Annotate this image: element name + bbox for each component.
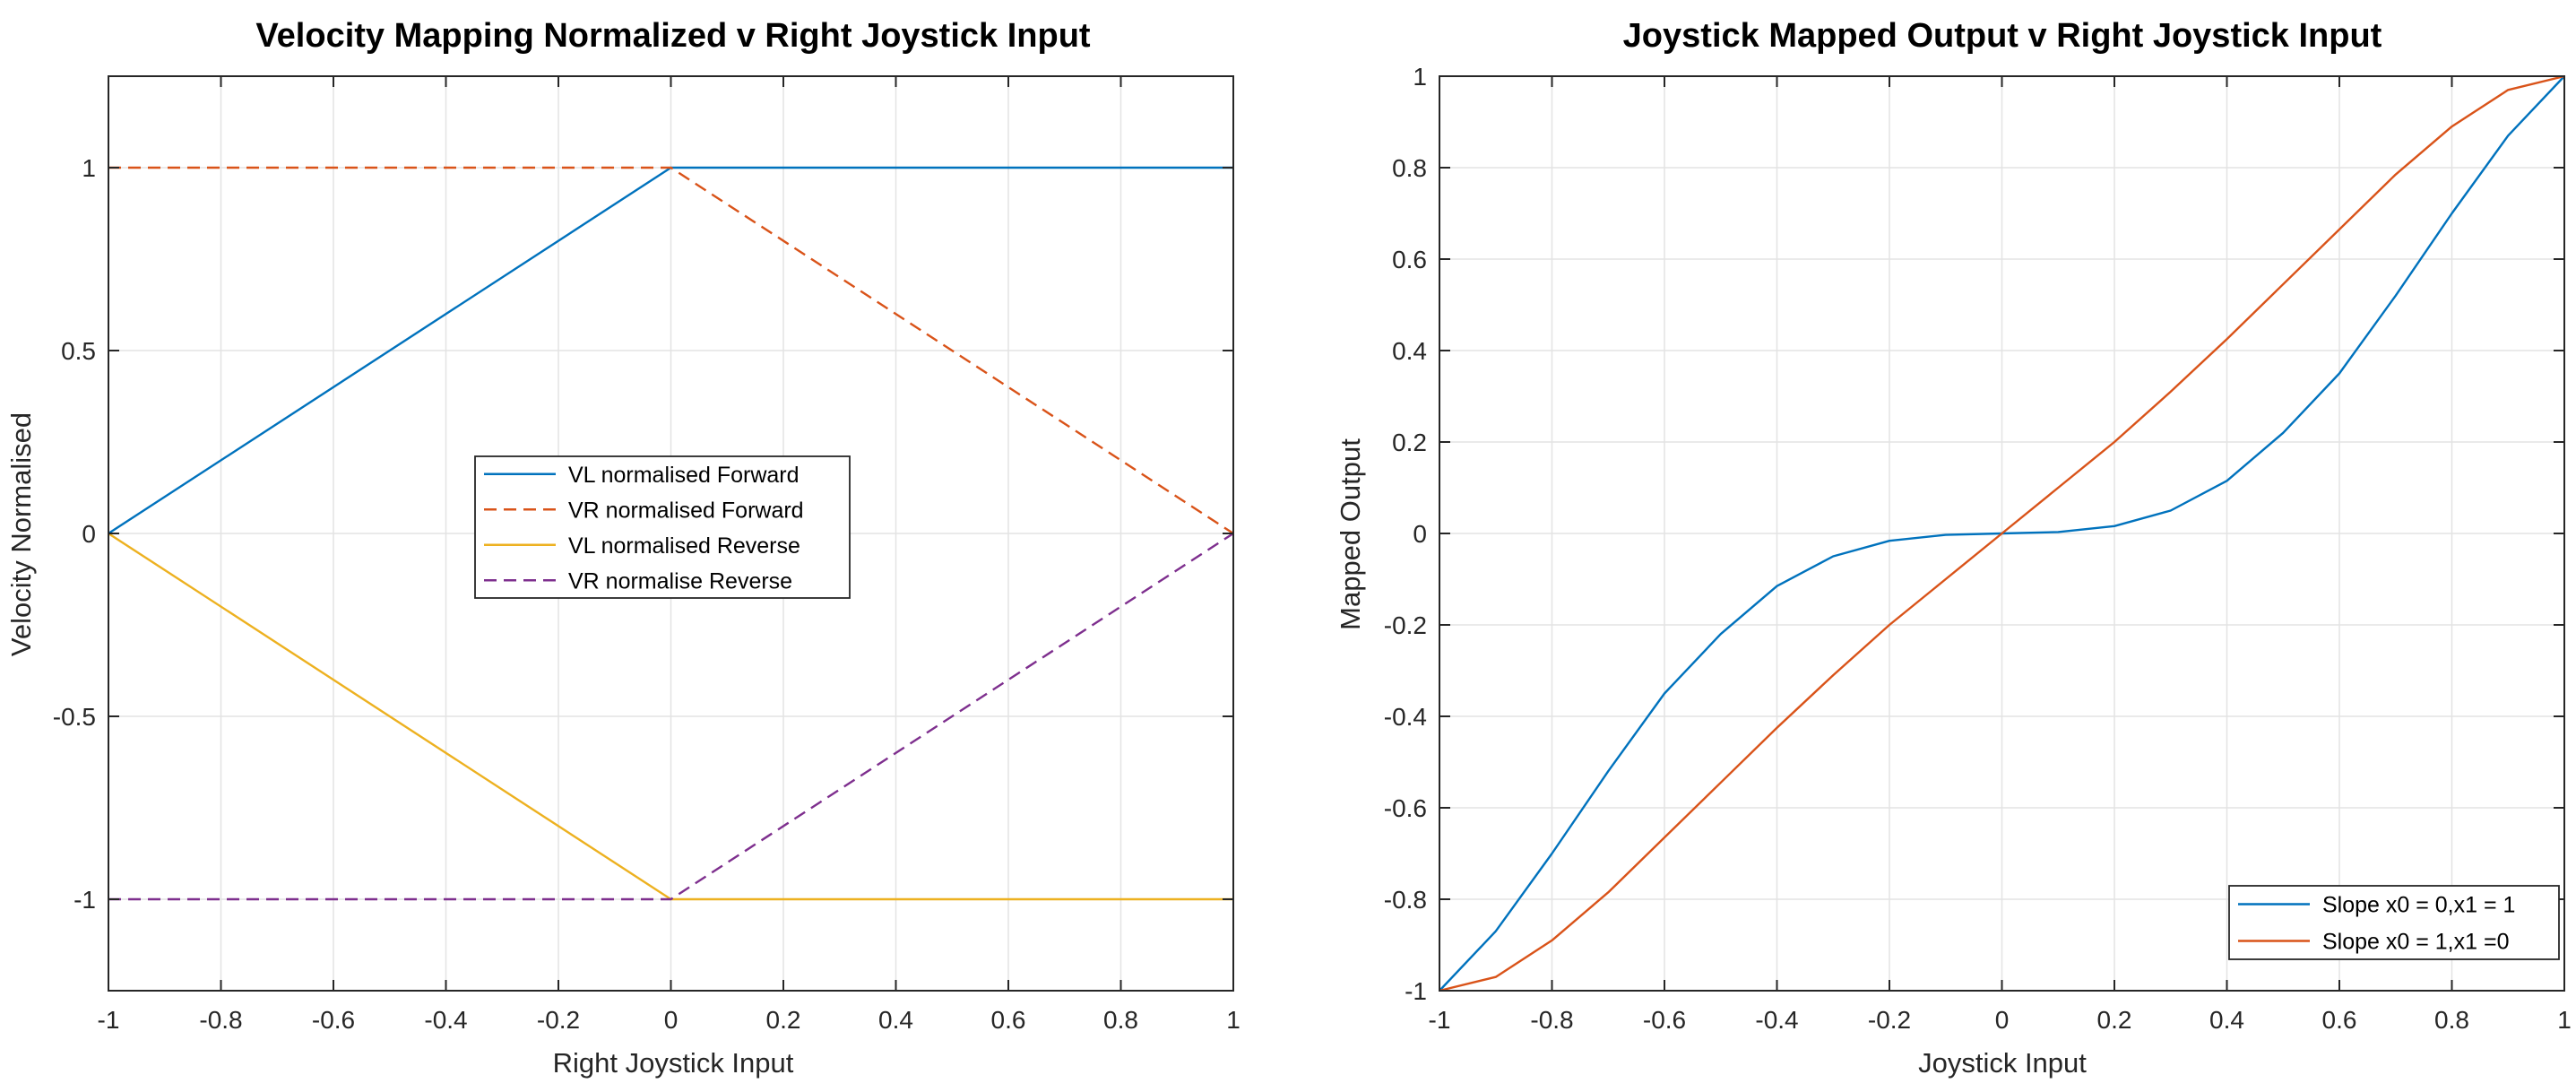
chart-right-xtick-label: -0.4 <box>1755 1006 1798 1034</box>
chart-right-ytick-label: -0.8 <box>1384 886 1427 914</box>
chart-right-xtick-label: 1 <box>2557 1006 2572 1034</box>
chart-left-xtick-label: 0.6 <box>991 1006 1026 1034</box>
chart-left: Velocity Mapping Normalized v Right Joys… <box>5 17 1091 1079</box>
chart-left-xtick-label: 0.4 <box>878 1006 913 1034</box>
chart-left-series-line <box>108 166 1234 535</box>
chart-right-xtick-label: 0.2 <box>2097 1006 2132 1034</box>
chart-right-legend-box <box>2228 885 2560 960</box>
chart-right-title: Joystick Mapped Output v Right Joystick … <box>1623 17 2382 55</box>
chart-left-legend-label: VR normalised Forward <box>568 498 804 523</box>
chart-right-xtick-label: -1 <box>1429 1006 1451 1034</box>
chart-left-xtick-label: -0.8 <box>199 1006 242 1034</box>
chart-right-legend-label: Slope x0 = 1,x1 =0 <box>2322 930 2509 955</box>
chart-right-ytick-label: -0.6 <box>1384 794 1427 822</box>
chart-right-ytick-label: 0.2 <box>1392 429 1427 456</box>
chart-left-legend-label: VR normalise Reverse <box>568 568 792 594</box>
chart-left-ylabel: Velocity Normalised <box>5 412 37 656</box>
chart-right-ylabel: Mapped Output <box>1335 438 1366 630</box>
chart-left-xtick-label: -0.4 <box>424 1006 467 1034</box>
chart-left-legend-label: VL normalised Reverse <box>568 533 800 559</box>
chart-left-ytick-label: -0.5 <box>53 703 96 731</box>
chart-right: Joystick Mapped Output v Right Joystick … <box>1335 17 2382 1079</box>
chart-right-xlabel: Joystick Input <box>1918 1047 2087 1079</box>
chart-right-plot: -1 -0.8 -0.6 -0.4 -0.2 0 0.2 0.4 0.6 0.8 1 -1 -0.8 -0… <box>1384 63 2572 1034</box>
chart-left-ytick-label: -1 <box>73 886 96 914</box>
chart-left-ytick-label: 0 <box>82 520 96 548</box>
chart-left-title: Velocity Mapping Normalized v Right Joys… <box>255 17 1090 55</box>
chart-right-xtick-label: 0.4 <box>2209 1006 2244 1034</box>
chart-left-xtick-label: -0.2 <box>537 1006 580 1034</box>
chart-left-xtick-label: 0.8 <box>1103 1006 1138 1034</box>
chart-left-xtick-label: 1 <box>1226 1006 1240 1034</box>
chart-left-xlabel: Right Joystick Input <box>553 1047 794 1079</box>
chart-left-ytick-label: 0.5 <box>61 337 96 365</box>
chart-left-legend-box <box>474 455 851 599</box>
chart-left-legend: VL normalised Forward VR normalised Forwa… <box>474 455 851 599</box>
chart-right-series-line <box>1439 74 2565 992</box>
chart-left-ytick-label: 1 <box>82 154 96 182</box>
chart-right-ytick-label: -1 <box>1405 977 1427 1005</box>
chart-left-xtick-label: 0.2 <box>766 1006 801 1034</box>
chart-right-ytick-label: 0.8 <box>1392 154 1427 182</box>
chart-right-xtick-label: 0.6 <box>2322 1006 2357 1034</box>
chart-right-ytick-label: 0.6 <box>1392 246 1427 273</box>
chart-right-xtick-label: -0.6 <box>1643 1006 1686 1034</box>
chart-left-xtick-label: -1 <box>98 1006 120 1034</box>
chart-right-xtick-label: 0 <box>1995 1006 2010 1034</box>
chart-right-xtick-label: 0.8 <box>2434 1006 2469 1034</box>
chart-right-legend: Slope x0 = 0,x1 = 1 Slope x0 = 1,x1 =0 <box>2228 885 2560 960</box>
chart-right-ytick-label: 1 <box>1413 63 1427 91</box>
chart-right-xtick-label: -0.8 <box>1530 1006 1573 1034</box>
chart-left-series-line <box>108 532 1234 901</box>
chart-left-legend-label: VL normalised Forward <box>568 463 800 488</box>
chart-right-ytick-label: -0.2 <box>1384 611 1427 639</box>
chart-right-ytick-label: 0 <box>1413 520 1427 548</box>
chart-left-xtick-label: 0 <box>664 1006 679 1034</box>
chart-left-xtick-label: -0.6 <box>312 1006 355 1034</box>
chart-right-ytick-label: 0.4 <box>1392 337 1427 365</box>
chart-right-ytick-label: -0.4 <box>1384 703 1427 731</box>
chart-right-xtick-label: -0.2 <box>1868 1006 1911 1034</box>
chart-right-legend-label: Slope x0 = 0,x1 = 1 <box>2322 893 2515 918</box>
chart-left-plot: -1 -0.8 -0.6 -0.4 -0.2 0 0.2 0.4 0.6 0.8 1 -1 -0.5 0 0… <box>53 75 1240 1034</box>
